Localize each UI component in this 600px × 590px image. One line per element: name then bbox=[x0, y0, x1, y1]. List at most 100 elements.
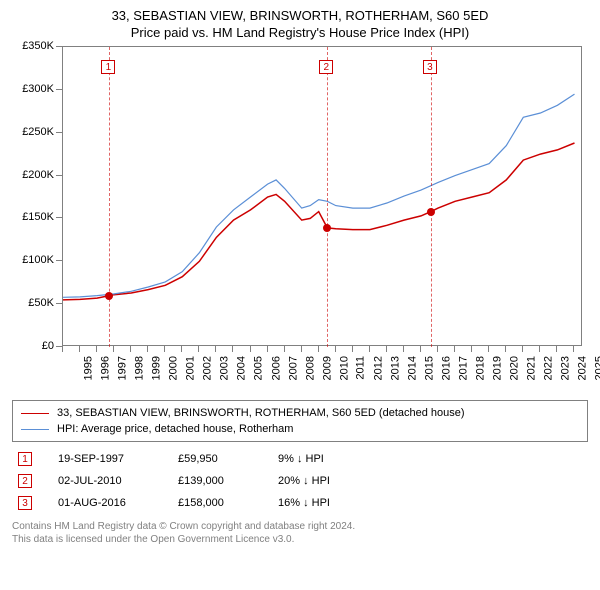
x-tick-label: 2018 bbox=[475, 356, 487, 380]
event-pct: 20% ↓ HPI bbox=[278, 475, 398, 487]
x-tick bbox=[539, 346, 540, 352]
sale-vline bbox=[327, 47, 328, 347]
event-marker: 1 bbox=[18, 452, 32, 466]
event-date: 19-SEP-1997 bbox=[58, 453, 178, 465]
x-tick-label: 2011 bbox=[354, 356, 366, 380]
x-tick bbox=[386, 346, 387, 352]
x-tick bbox=[284, 346, 285, 352]
x-tick bbox=[505, 346, 506, 352]
y-tick bbox=[56, 89, 62, 90]
x-tick bbox=[79, 346, 80, 352]
x-tick-label: 2013 bbox=[389, 356, 401, 380]
x-tick-label: 2025 bbox=[594, 356, 600, 380]
x-tick bbox=[215, 346, 216, 352]
x-tick bbox=[198, 346, 199, 352]
x-tick-label: 2016 bbox=[441, 356, 453, 380]
x-tick bbox=[96, 346, 97, 352]
legend-label: HPI: Average price, detached house, Roth… bbox=[57, 423, 293, 435]
x-tick-label: 2014 bbox=[406, 356, 418, 380]
event-price: £59,950 bbox=[178, 453, 278, 465]
x-tick-label: 2015 bbox=[423, 356, 435, 380]
event-marker: 2 bbox=[18, 474, 32, 488]
title-address: 33, SEBASTIAN VIEW, BRINSWORTH, ROTHERHA… bbox=[12, 8, 588, 23]
x-tick-label: 2024 bbox=[577, 356, 589, 380]
x-tick bbox=[267, 346, 268, 352]
x-tick-label: 2022 bbox=[543, 356, 555, 380]
x-tick bbox=[232, 346, 233, 352]
chart-area: £0£50K£100K£150K£200K£250K£300K£350K1995… bbox=[12, 46, 588, 396]
sale-marker-box: 3 bbox=[423, 60, 437, 74]
x-tick-label: 2019 bbox=[492, 356, 504, 380]
x-tick-label: 2003 bbox=[219, 356, 231, 380]
event-date: 01-AUG-2016 bbox=[58, 497, 178, 509]
x-tick-label: 2009 bbox=[321, 356, 333, 380]
footer-line-2: This data is licensed under the Open Gov… bbox=[12, 533, 588, 546]
legend-row: 33, SEBASTIAN VIEW, BRINSWORTH, ROTHERHA… bbox=[21, 405, 579, 421]
event-row: 2 02-JUL-2010£139,00020% ↓ HPI bbox=[12, 470, 588, 492]
event-pct: 9% ↓ HPI bbox=[278, 453, 398, 465]
y-tick-label: £200K bbox=[22, 169, 54, 181]
series-hpi bbox=[63, 94, 575, 297]
x-tick bbox=[556, 346, 557, 352]
sale-vline bbox=[109, 47, 110, 347]
sale-dot bbox=[105, 292, 113, 300]
x-tick-label: 1995 bbox=[82, 356, 94, 380]
x-tick-label: 1996 bbox=[100, 356, 112, 380]
legend-swatch bbox=[21, 429, 49, 430]
x-tick-label: 2005 bbox=[253, 356, 265, 380]
event-price: £139,000 bbox=[178, 475, 278, 487]
x-tick bbox=[130, 346, 131, 352]
x-tick-label: 2008 bbox=[304, 356, 316, 380]
x-tick bbox=[352, 346, 353, 352]
x-tick-label: 2006 bbox=[270, 356, 282, 380]
sale-marker-box: 1 bbox=[101, 60, 115, 74]
event-marker: 3 bbox=[18, 496, 32, 510]
legend: 33, SEBASTIAN VIEW, BRINSWORTH, ROTHERHA… bbox=[12, 400, 588, 442]
title-block: 33, SEBASTIAN VIEW, BRINSWORTH, ROTHERHA… bbox=[12, 8, 588, 40]
x-tick bbox=[62, 346, 63, 352]
x-tick-label: 2020 bbox=[509, 356, 521, 380]
x-tick-label: 2010 bbox=[338, 356, 350, 380]
legend-label: 33, SEBASTIAN VIEW, BRINSWORTH, ROTHERHA… bbox=[57, 407, 465, 419]
x-tick bbox=[573, 346, 574, 352]
y-tick-label: £0 bbox=[42, 340, 54, 352]
y-tick-label: £250K bbox=[22, 126, 54, 138]
x-tick bbox=[164, 346, 165, 352]
x-tick-label: 2012 bbox=[372, 356, 384, 380]
x-tick-label: 2001 bbox=[185, 356, 197, 380]
footer: Contains HM Land Registry data © Crown c… bbox=[12, 520, 588, 546]
event-row: 1 19-SEP-1997£59,9509% ↓ HPI bbox=[12, 448, 588, 470]
x-tick-label: 2017 bbox=[458, 356, 470, 380]
legend-row: HPI: Average price, detached house, Roth… bbox=[21, 421, 579, 437]
y-tick bbox=[56, 303, 62, 304]
x-tick bbox=[471, 346, 472, 352]
y-tick-label: £300K bbox=[22, 83, 54, 95]
x-tick bbox=[113, 346, 114, 352]
footer-line-1: Contains HM Land Registry data © Crown c… bbox=[12, 520, 588, 533]
x-tick-label: 2002 bbox=[202, 356, 214, 380]
y-tick bbox=[56, 175, 62, 176]
x-tick bbox=[147, 346, 148, 352]
series-property bbox=[63, 143, 575, 300]
y-tick-label: £150K bbox=[22, 211, 54, 223]
x-tick-label: 2004 bbox=[236, 356, 248, 380]
x-tick bbox=[301, 346, 302, 352]
y-tick bbox=[56, 217, 62, 218]
event-date: 02-JUL-2010 bbox=[58, 475, 178, 487]
y-tick bbox=[56, 260, 62, 261]
x-tick-label: 1998 bbox=[134, 356, 146, 380]
sale-dot bbox=[323, 224, 331, 232]
legend-swatch bbox=[21, 413, 49, 414]
x-tick bbox=[488, 346, 489, 352]
plot-area bbox=[62, 46, 582, 346]
x-tick bbox=[437, 346, 438, 352]
x-tick-label: 2023 bbox=[560, 356, 572, 380]
title-subtitle: Price paid vs. HM Land Registry's House … bbox=[12, 25, 588, 40]
chart-svg bbox=[63, 47, 583, 347]
event-price: £158,000 bbox=[178, 497, 278, 509]
x-tick bbox=[454, 346, 455, 352]
sale-dot bbox=[427, 208, 435, 216]
y-tick-label: £100K bbox=[22, 254, 54, 266]
sale-marker-box: 2 bbox=[319, 60, 333, 74]
chart-container: 33, SEBASTIAN VIEW, BRINSWORTH, ROTHERHA… bbox=[0, 0, 600, 552]
